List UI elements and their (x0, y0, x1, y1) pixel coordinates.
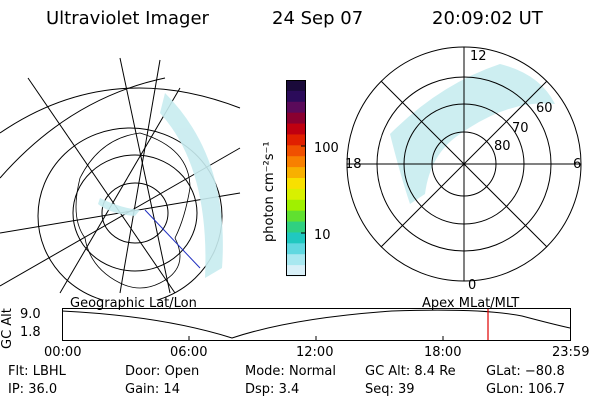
footer-gain: Gain: 14 (125, 382, 180, 397)
geographic-map (0, 57, 241, 300)
colorbar-stripe (286, 101, 306, 114)
colorbar-stripe (286, 243, 306, 255)
geo-map-caption: Geographic Lat/Lon (70, 296, 197, 311)
footer-gc-alt: GC Alt: 8.4 Re (365, 364, 456, 379)
timeline-xtick-2: 12:00 (296, 345, 334, 360)
colorbar-stripe (286, 145, 306, 157)
mlt-aurora (390, 64, 555, 204)
colorbar-tick-10: 10 (314, 228, 331, 243)
time-label: 20:09:02 UT (432, 8, 543, 29)
timeline-ticks (188, 336, 444, 341)
colorbar-stripe (286, 123, 306, 135)
footer-ip: IP: 36.0 (8, 382, 58, 397)
footer-mode: Mode: Normal (245, 364, 336, 379)
colorbar (286, 80, 306, 277)
colorbar-stripe (286, 210, 306, 223)
antarctica-outline (75, 132, 191, 289)
timeline-xtick-1: 06:00 (170, 345, 208, 360)
colorbar-stripe (286, 188, 306, 201)
colorbar-stripe (286, 199, 306, 212)
timeline-xtick-4: 23:59 (552, 345, 590, 360)
footer-flt: Flt: LBHL (8, 364, 66, 379)
instrument-title: Ultraviolet Imager (46, 8, 209, 29)
timeline-ytick-low: 1.8 (20, 325, 41, 340)
colorbar-label: photon cm⁻²s⁻¹ (262, 141, 277, 242)
terminator-line (144, 209, 201, 269)
timeline-ytick-high: 9.0 (20, 307, 41, 322)
timeline-plot (62, 308, 571, 341)
footer-dsp: Dsp: 3.4 (245, 382, 300, 397)
timeline-xtick-3: 18:00 (424, 345, 462, 360)
colorbar-stripe (286, 134, 306, 146)
mlat-label-70: 70 (512, 121, 529, 136)
mlt-label-0: 0 (468, 278, 476, 293)
mlat-label-80: 80 (494, 139, 511, 154)
colorbar-stripe (286, 265, 306, 277)
mlt-map-caption: Apex MLat/MLT (422, 296, 520, 311)
mlat-mlt-map: 12 18 6 0 60 70 80 (345, 46, 582, 293)
colorbar-stripe (286, 90, 306, 103)
colorbar-stripe (286, 221, 306, 233)
colorbar-stripe (286, 232, 306, 244)
colorbar-stripe (286, 80, 306, 92)
colorbar-frame (286, 80, 306, 276)
timeline-frame (62, 308, 571, 341)
footer-glon: GLon: 106.7 (486, 382, 566, 397)
colorbar-stripe (286, 112, 306, 125)
date-label: 24 Sep 07 (272, 8, 364, 29)
timeline-axis-label: GC Alt (0, 308, 15, 349)
mlt-label-12: 12 (470, 49, 487, 64)
geo-aurora (98, 93, 223, 278)
timeline-xtick-0: 00:00 (44, 345, 82, 360)
mlt-label-6: 6 (573, 157, 581, 172)
colorbar-stripe (286, 167, 306, 179)
colorbar-tick-100: 100 (314, 141, 339, 156)
mlt-label-18: 18 (345, 157, 362, 172)
footer-seq: Seq: 39 (365, 382, 415, 397)
colorbar-stripe (286, 254, 306, 266)
altitude-curve (62, 309, 571, 339)
colorbar-stripe (286, 156, 306, 168)
mlat-label-60: 60 (536, 101, 553, 116)
colorbar-stripe (286, 178, 306, 190)
footer-glat: GLat: −80.8 (486, 364, 565, 379)
polar-grid (346, 46, 582, 282)
footer-door: Door: Open (125, 364, 200, 379)
